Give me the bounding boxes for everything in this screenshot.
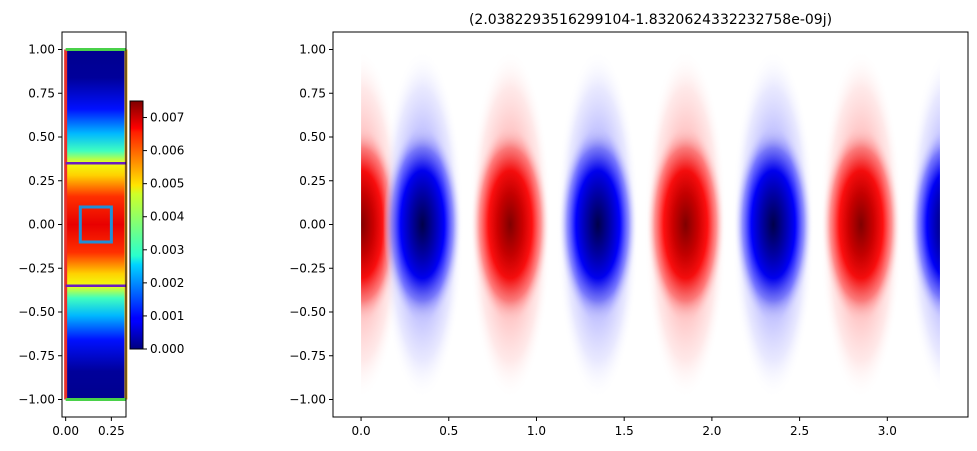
y-tick-label: 0.50	[299, 130, 326, 144]
x-tick-label: 1.0	[527, 424, 546, 438]
x-tick-label: 1.5	[615, 424, 634, 438]
right-title: (2.0382293516299104-1.8320624332232758e-…	[469, 12, 832, 28]
y-tick-label: 0.00	[299, 218, 326, 232]
y-tick-label: 1.00	[299, 43, 326, 57]
right-mode-field	[361, 49, 940, 400]
negative-lobe-halo	[731, 49, 815, 400]
left-intensity-field	[65, 49, 126, 400]
y-tick-label: 0.00	[28, 218, 55, 232]
right-panel: (2.0382293516299104-1.8320624332232758e-…	[289, 12, 969, 438]
y-tick-label: 1.00	[28, 43, 55, 57]
positive-lobe-halo	[644, 49, 728, 400]
colorbar-tick-label: 0.004	[150, 210, 184, 224]
x-tick-label: 2.5	[790, 424, 809, 438]
colorbar: 0.000 0.001 0.002 0.003 0.004 0.005 0.006 0.007	[129, 100, 184, 356]
x-tick-label: 0.00	[52, 424, 79, 438]
y-tick-label: 0.75	[28, 86, 55, 100]
y-tick-label: −0.50	[289, 305, 326, 319]
left-panel: 1.00 0.75 0.50 0.25 0.00 −0.25 −0.50 −0.75 −1.00…	[18, 31, 128, 438]
mode-lobes	[361, 49, 940, 400]
negative-lobe-halo	[907, 53, 940, 396]
right-y-ticks: 1.00 0.75 0.50 0.25 0.00 −0.25 −0.50 −0.75 −1.00	[289, 43, 333, 407]
y-tick-label: 0.25	[28, 174, 55, 188]
negative-lobe-halo	[556, 49, 640, 400]
left-y-ticks: 1.00 0.75 0.50 0.25 0.00 −0.25 −0.50 −0.75 −1.00	[18, 43, 62, 407]
x-tick-label: 3.0	[878, 424, 897, 438]
colorbar-gradient	[130, 101, 143, 349]
y-tick-label: 0.25	[299, 174, 326, 188]
y-tick-label: 0.50	[28, 130, 55, 144]
colorbar-tick-label: 0.000	[150, 342, 184, 356]
left-x-ticks: 0.00 0.25	[52, 417, 125, 438]
negative-lobe-halo	[381, 49, 464, 400]
colorbar-tick-label: 0.006	[150, 144, 184, 158]
y-tick-label: −0.50	[18, 305, 55, 319]
x-tick-label: 0.0	[352, 424, 371, 438]
x-tick-label: 0.5	[439, 424, 458, 438]
positive-lobe-halo	[819, 49, 903, 400]
right-x-ticks: 0.0 0.5 1.0 1.5 2.0 2.5 3.0	[352, 417, 897, 438]
y-tick-label: −0.75	[289, 349, 326, 363]
x-tick-label: 0.25	[98, 424, 125, 438]
colorbar-tick-label: 0.007	[150, 111, 184, 125]
colorbar-tick-label: 0.003	[150, 243, 184, 257]
y-tick-label: 0.75	[299, 86, 326, 100]
x-tick-label: 2.0	[702, 424, 721, 438]
positive-lobe-halo	[468, 49, 552, 400]
colorbar-frame	[129, 100, 144, 350]
colorbar-ticks: 0.000 0.001 0.002 0.003 0.004 0.005 0.006 0.007	[143, 111, 184, 356]
y-tick-label: −1.00	[18, 393, 55, 407]
colorbar-tick-label: 0.005	[150, 177, 184, 191]
y-tick-label: −0.25	[18, 261, 55, 275]
colorbar-tick-label: 0.001	[150, 309, 184, 323]
y-tick-label: −0.25	[289, 261, 326, 275]
y-tick-label: −1.00	[289, 393, 326, 407]
left-marked-region	[78, 205, 113, 244]
y-tick-label: −0.75	[18, 349, 55, 363]
colorbar-tick-label: 0.002	[150, 276, 184, 290]
